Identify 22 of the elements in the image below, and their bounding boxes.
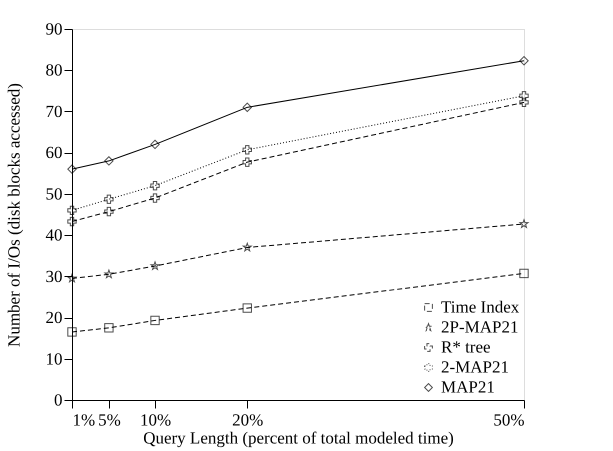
- y-tick-label: 20: [46, 308, 62, 328]
- y-tick-label: 70: [46, 102, 62, 121]
- y-tick-label: 60: [46, 143, 62, 162]
- y-tick-label: 80: [46, 60, 62, 80]
- legend-label: Time Index: [441, 298, 520, 316]
- x-tick-label: 1%: [72, 410, 96, 430]
- legend-label: 2P-MAP21: [441, 318, 518, 336]
- legend-label: MAP21: [441, 378, 495, 396]
- legend-label: R* tree: [441, 338, 491, 356]
- legend-label: 2-MAP21: [441, 358, 510, 376]
- x-tick-label: 20%: [232, 410, 264, 430]
- x-tick-label: 10%: [140, 410, 172, 430]
- x-axis-title: Query Length (percent of total modeled time): [143, 428, 454, 448]
- y-axis-title: Number of I/Os (disk blocks accessed): [4, 83, 24, 347]
- x-tick-label: 50%: [493, 410, 524, 430]
- x-tick-label: 5%: [98, 410, 121, 430]
- y-tick-label: 0: [54, 390, 62, 410]
- y-tick-label: 50: [46, 184, 62, 204]
- y-tick-label: 90: [46, 20, 62, 38]
- y-tick-label: 30: [46, 266, 62, 286]
- y-tick-label: 40: [46, 226, 62, 245]
- y-tick-label: 10: [46, 349, 62, 368]
